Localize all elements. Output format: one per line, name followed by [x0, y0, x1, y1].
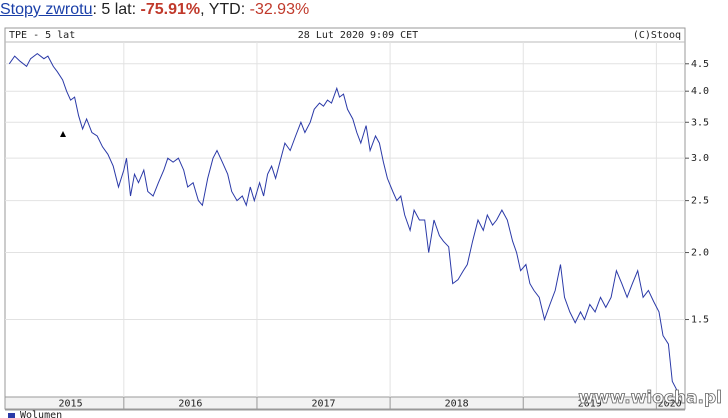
ytd-return: -32.93%: [249, 1, 310, 18]
volume-label: Wolumen: [20, 410, 62, 418]
y-tick-label: 4.5: [691, 59, 709, 70]
watermark: www.wiocha.pl: [578, 388, 722, 408]
x-axis-strip: [4, 396, 686, 410]
y-tick-label: 2.0: [691, 248, 709, 259]
y-tick-label: 1.5: [691, 315, 709, 326]
returns-header: Stopy zwrotu: 5 lat: -75.91%, YTD: -32.9…: [0, 1, 309, 19]
x-tick-label: 2015: [59, 399, 83, 410]
y-tick-label: 3.5: [691, 117, 709, 128]
chart-source: (C)Stooq: [633, 30, 681, 41]
returns-link[interactable]: Stopy zwrotu: [0, 1, 93, 18]
x-tick-label: 2020: [658, 399, 682, 410]
period-label: : 5 lat:: [92, 1, 141, 18]
chart-frame: [4, 27, 686, 399]
x-tick-label: 2019: [578, 399, 602, 410]
x-tick-label: 2018: [445, 399, 469, 410]
ytd-label: , YTD:: [200, 1, 250, 18]
y-tick-label: 3.0: [691, 153, 709, 164]
x-tick-label: 2016: [178, 399, 202, 410]
volume-legend-swatch: [8, 413, 15, 418]
chart-date: 28 Lut 2020 9:09 CET: [298, 30, 418, 41]
price-line: [8, 52, 679, 392]
x-tick-label: 2017: [311, 399, 335, 410]
y-tick-label: 2.5: [691, 196, 709, 207]
period-return: -75.91%: [140, 1, 201, 18]
chart-title: TPE - 5 lat: [9, 30, 75, 41]
y-tick-label: 4.0: [691, 86, 709, 97]
event-marker: [60, 131, 66, 137]
